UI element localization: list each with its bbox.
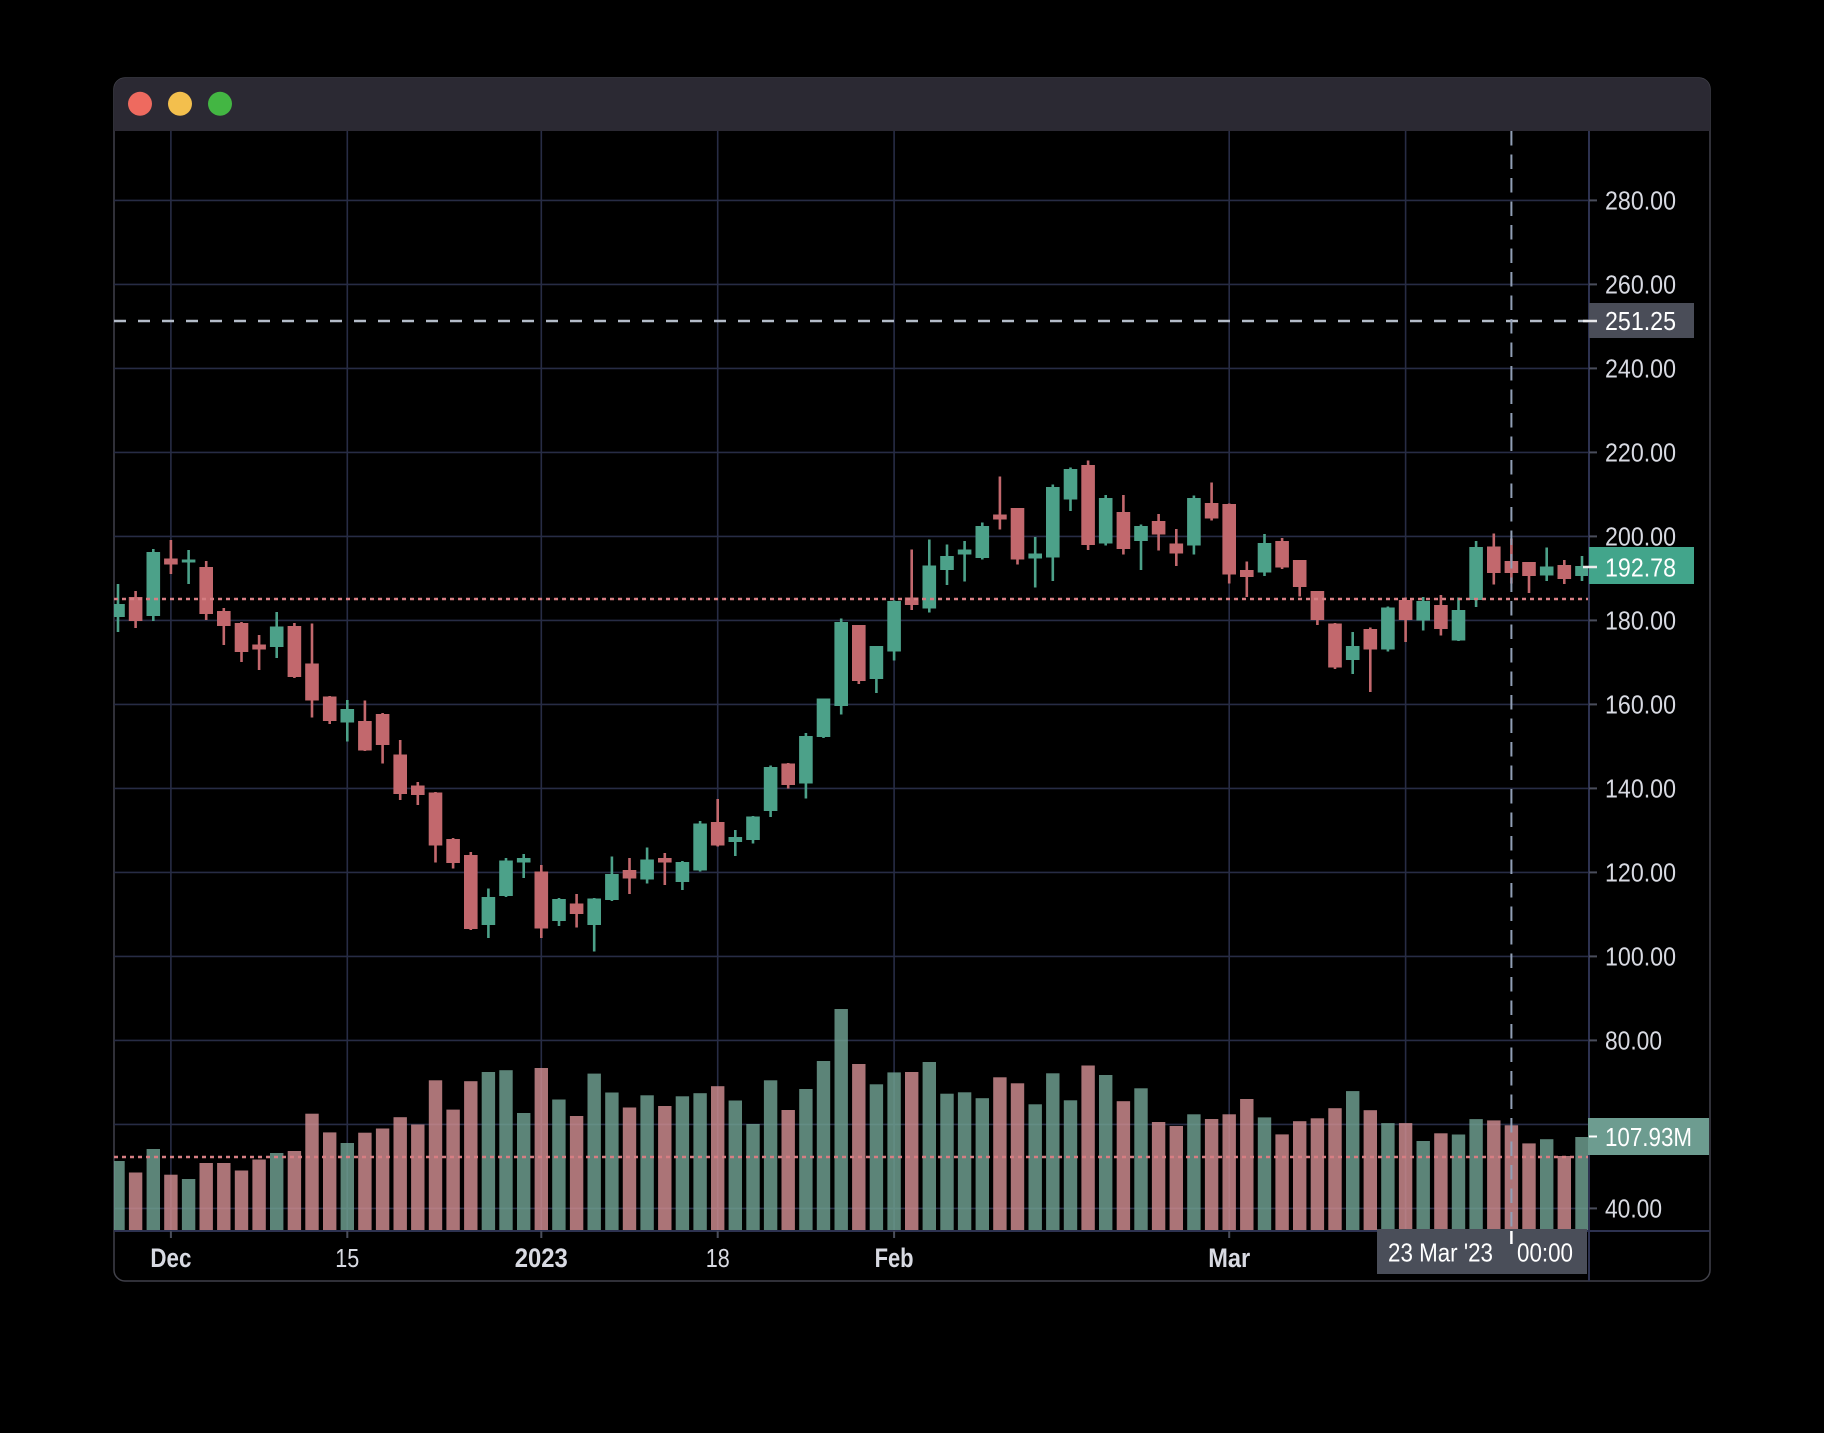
svg-text:80.00: 80.00	[1605, 1025, 1662, 1055]
svg-text:160.00: 160.00	[1605, 689, 1676, 719]
svg-text:260.00: 260.00	[1605, 269, 1676, 299]
svg-text:23 Mar '23: 23 Mar '23	[1388, 1238, 1493, 1268]
svg-text:200.00: 200.00	[1605, 521, 1676, 551]
svg-text:240.00: 240.00	[1605, 353, 1676, 383]
svg-text:18: 18	[706, 1243, 730, 1273]
svg-text:107.93M: 107.93M	[1605, 1122, 1692, 1152]
svg-text:180.00: 180.00	[1605, 605, 1676, 635]
svg-text:140.00: 140.00	[1605, 773, 1676, 803]
svg-text:15: 15	[335, 1243, 359, 1273]
svg-text:280.00: 280.00	[1605, 185, 1676, 215]
svg-text:220.00: 220.00	[1605, 437, 1676, 467]
svg-text:Feb: Feb	[875, 1243, 914, 1273]
svg-text:120.00: 120.00	[1605, 857, 1676, 887]
svg-text:00:00: 00:00	[1517, 1238, 1573, 1268]
svg-text:2023: 2023	[515, 1243, 568, 1273]
svg-text:100.00: 100.00	[1605, 941, 1676, 971]
svg-text:251.25: 251.25	[1605, 306, 1676, 336]
svg-text:Dec: Dec	[150, 1243, 191, 1273]
svg-text:40.00: 40.00	[1605, 1193, 1662, 1223]
svg-text:Mar: Mar	[1208, 1243, 1250, 1273]
svg-text:192.78: 192.78	[1605, 552, 1676, 582]
